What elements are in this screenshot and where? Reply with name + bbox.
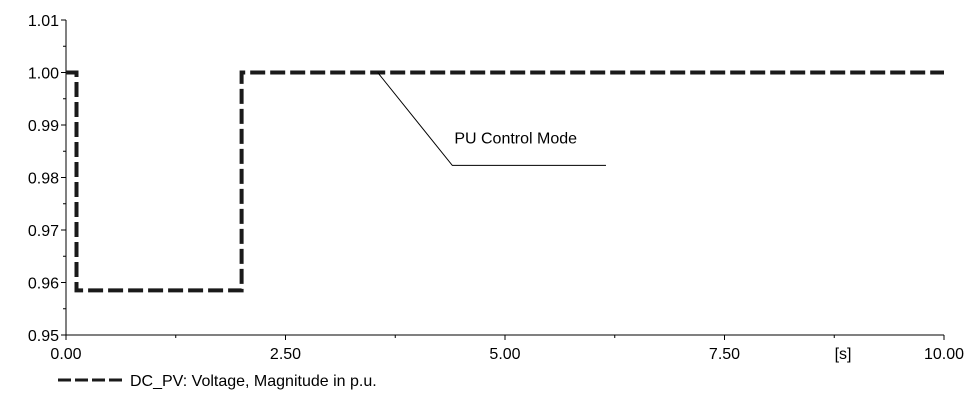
legend: DC_PV: Voltage, Magnitude in p.u. bbox=[58, 373, 377, 390]
axes bbox=[65, 20, 944, 336]
y-tick-label: 0.96 bbox=[28, 276, 59, 293]
y-tick-label: 0.99 bbox=[28, 118, 59, 135]
y-tick-label: 1.01 bbox=[28, 13, 59, 30]
y-tick-label: 0.98 bbox=[28, 171, 59, 188]
x-tick-label: 7.50 bbox=[709, 346, 740, 363]
ticks: 0.95 0.96 0.97 0.98 0.99 1.00 1.01 0.00 2.50 5.00… bbox=[28, 13, 964, 363]
legend-label: DC_PV: Voltage, Magnitude in p.u. bbox=[130, 373, 377, 390]
y-tick-label: 0.97 bbox=[28, 223, 59, 240]
x-tick-label: 5.00 bbox=[489, 346, 520, 363]
annotation-leader-line bbox=[377, 72, 606, 166]
series-group bbox=[66, 70, 944, 293]
y-tick-label: 1.00 bbox=[28, 66, 59, 83]
x-tick-label: 0.00 bbox=[50, 346, 81, 363]
series-line bbox=[66, 70, 944, 293]
annotation-label: PU Control Mode bbox=[454, 130, 577, 147]
x-unit-label: [s] bbox=[835, 346, 852, 363]
annotations: PU Control Mode bbox=[377, 72, 606, 166]
y-tick-label: 0.95 bbox=[28, 328, 59, 345]
x-tick-label: 10.00 bbox=[924, 346, 964, 363]
x-tick-label: 2.50 bbox=[270, 346, 301, 363]
